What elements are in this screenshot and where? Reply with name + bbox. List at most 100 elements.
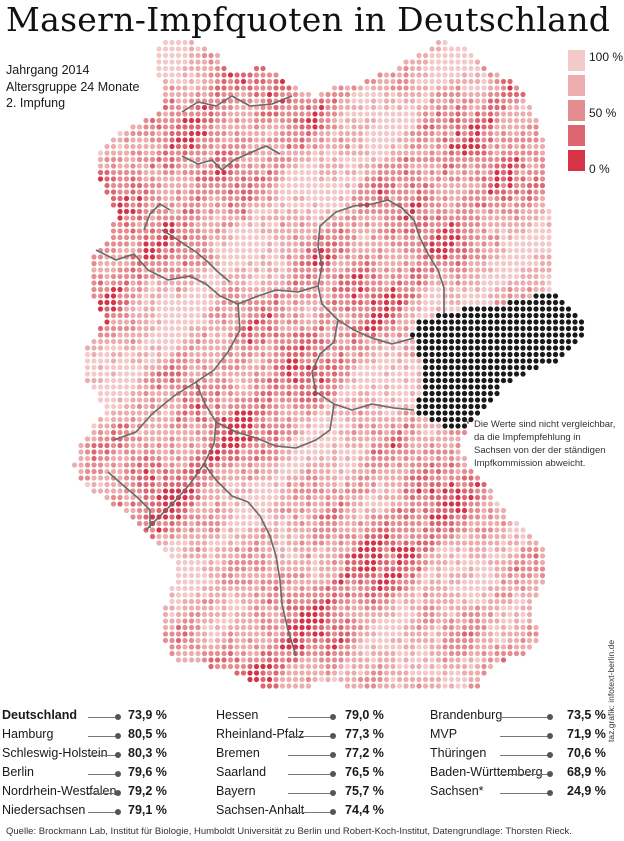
district-dot — [182, 280, 188, 286]
district-dot — [448, 137, 455, 143]
district-dot — [208, 293, 214, 299]
district-dot — [162, 176, 169, 182]
district-dot — [279, 182, 286, 189]
district-dot — [533, 260, 539, 267]
district-dot — [208, 241, 214, 247]
district-dot — [325, 546, 331, 553]
district-dot — [468, 150, 474, 156]
district-dot — [442, 423, 448, 429]
district-dot — [182, 202, 188, 208]
district-dot — [403, 286, 409, 293]
district-dot — [468, 182, 474, 189]
district-dot — [84, 481, 91, 488]
district-dot — [409, 325, 416, 332]
district-dot — [318, 195, 325, 202]
district-dot — [110, 280, 117, 286]
district-dot — [312, 280, 318, 286]
district-dot — [338, 189, 344, 195]
district-dot — [201, 72, 208, 78]
district-dot — [409, 299, 416, 306]
district-dot — [305, 501, 312, 507]
district-dot — [221, 221, 227, 228]
district-dot — [104, 176, 110, 182]
district-dot — [513, 364, 520, 371]
district-dot — [182, 553, 188, 559]
district-dot — [266, 260, 273, 267]
district-dot — [143, 130, 149, 137]
district-dot — [123, 416, 130, 423]
district-dot — [513, 338, 520, 345]
district-dot — [110, 423, 117, 429]
district-dot — [305, 215, 312, 221]
district-dot — [208, 52, 214, 59]
district-dot — [370, 182, 377, 189]
district-dot — [455, 293, 461, 299]
district-dot — [260, 150, 266, 156]
district-dot — [188, 351, 195, 358]
district-dot — [338, 234, 344, 241]
district-dot — [104, 241, 110, 247]
district-dot — [513, 533, 520, 540]
district-dot — [253, 111, 260, 117]
district-dot — [481, 390, 487, 397]
district-dot — [507, 358, 513, 364]
district-dot — [162, 410, 169, 416]
district-dot — [97, 358, 104, 364]
district-dot — [188, 436, 195, 442]
district-dot — [507, 351, 513, 358]
district-dot — [435, 338, 442, 345]
district-dot — [169, 384, 175, 390]
district-dot — [507, 319, 513, 325]
district-dot — [546, 358, 552, 364]
district-dot — [149, 332, 156, 338]
district-dot — [227, 247, 234, 254]
district-dot — [130, 468, 136, 475]
district-dot — [344, 514, 351, 520]
district-dot — [513, 111, 520, 117]
district-dot — [149, 221, 156, 228]
district-dot — [136, 371, 143, 377]
district-dot — [344, 423, 351, 429]
district-dot — [513, 215, 520, 221]
district-dot — [292, 208, 299, 215]
district-dot — [344, 91, 351, 98]
district-dot — [448, 416, 455, 423]
district-dot — [143, 280, 149, 286]
district-dot — [221, 377, 227, 384]
district-dot — [299, 267, 305, 273]
district-dot — [117, 494, 123, 501]
district-dot — [364, 475, 370, 481]
district-dot — [318, 553, 325, 559]
district-dot — [273, 312, 279, 319]
district-dot — [195, 124, 201, 130]
district-dot — [253, 124, 260, 130]
district-dot — [494, 91, 500, 98]
district-dot — [312, 410, 318, 416]
district-dot — [435, 384, 442, 390]
district-dot — [188, 429, 195, 436]
district-dot — [429, 312, 435, 319]
district-dot — [117, 137, 123, 143]
district-dot — [422, 559, 429, 566]
district-dot — [416, 527, 422, 533]
district-dot — [461, 325, 468, 332]
district-dot — [208, 208, 214, 215]
district-dot — [351, 247, 357, 254]
district-dot — [136, 442, 143, 449]
district-dot — [253, 78, 260, 85]
district-dot — [130, 312, 136, 319]
district-dot — [279, 221, 286, 228]
district-dot — [130, 234, 136, 241]
district-dot — [273, 410, 279, 416]
district-dot — [136, 403, 143, 410]
district-dot — [260, 65, 266, 72]
district-dot — [110, 462, 117, 468]
district-dot — [260, 124, 266, 130]
district-dot — [169, 553, 175, 559]
district-dot — [370, 150, 377, 156]
district-dot — [344, 111, 351, 117]
district-dot — [156, 117, 162, 124]
district-dot — [468, 208, 474, 215]
district-dot — [448, 124, 455, 130]
district-dot — [455, 150, 461, 156]
